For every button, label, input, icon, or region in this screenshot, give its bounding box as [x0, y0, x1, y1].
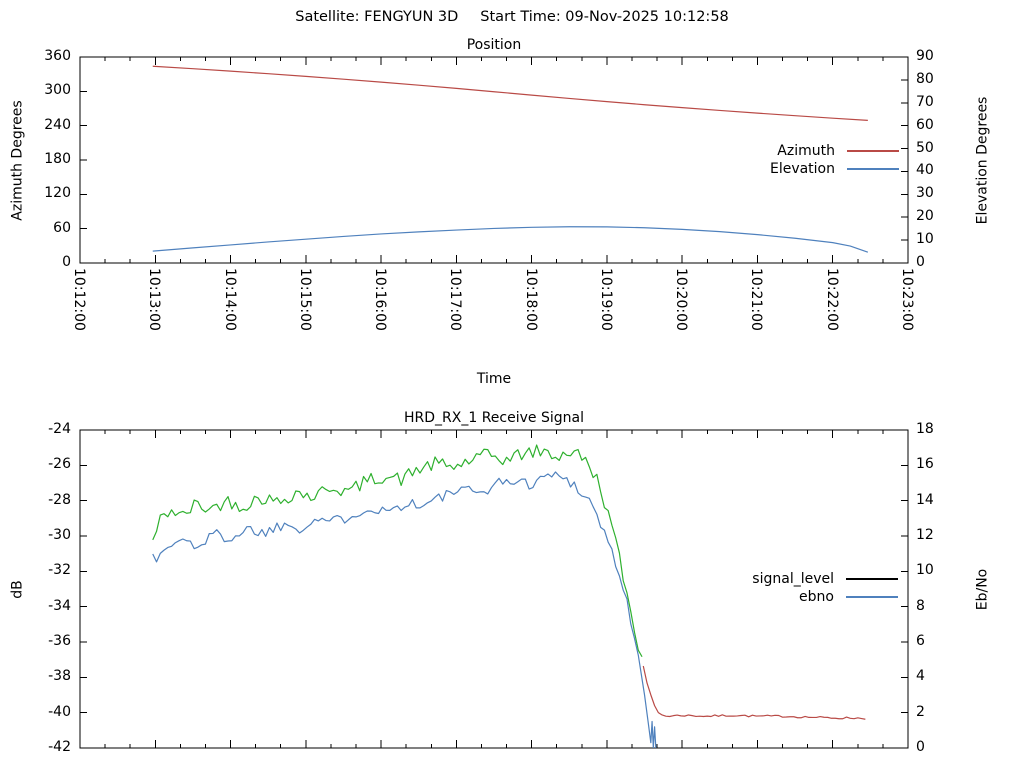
- tick-label: 10:22:00: [823, 268, 840, 331]
- time-axis-label: Time: [476, 371, 512, 387]
- position-legend: Azimuth Elevation: [699, 142, 899, 178]
- tick-label: -36: [48, 633, 71, 649]
- tick-label: 60: [53, 219, 71, 236]
- db-axis-label: dB: [9, 580, 26, 599]
- legend-line-elevation: [847, 168, 899, 170]
- legend-line-ebno: [846, 596, 898, 598]
- tick-label: 50: [916, 139, 934, 156]
- tick-label: 360: [44, 48, 71, 64]
- tick-label: 8: [916, 597, 925, 614]
- legend-label-signal-level: signal_level: [752, 570, 834, 587]
- tick-label: -24: [48, 421, 71, 437]
- legend-line-azimuth: [847, 150, 899, 152]
- legend-label-azimuth: Azimuth: [777, 142, 835, 159]
- satellite-name-label: Satellite: FENGYUN 3D: [295, 9, 459, 25]
- start-time-label: Start Time: 09-Nov-2025 10:12:58: [480, 9, 729, 25]
- tick-label: 0: [916, 254, 925, 270]
- receive-signal-chart-title: HRD_RX_1 Receive Signal: [404, 410, 584, 426]
- tick-label: 20: [916, 208, 934, 225]
- tick-label: -28: [48, 491, 71, 508]
- tick-label: -32: [48, 562, 71, 579]
- tick-label: 70: [916, 93, 934, 110]
- position-chart-title: Position: [466, 37, 522, 53]
- tick-label: 60: [916, 116, 934, 133]
- tick-label: 180: [44, 151, 71, 167]
- tick-label: 0: [62, 254, 71, 270]
- tick-label: 2: [916, 703, 925, 720]
- tick-label: 10:17:00: [447, 268, 464, 331]
- tick-label: 16: [916, 456, 934, 473]
- tick-label: 10: [916, 562, 934, 579]
- tick-label: 10:18:00: [522, 268, 539, 331]
- tick-label: 12: [916, 527, 934, 543]
- tick-label: 10:15:00: [296, 268, 313, 331]
- tick-label: -34: [48, 597, 71, 614]
- tick-label: 10:20:00: [673, 268, 690, 331]
- legend-item-signal-level: signal_level: [698, 570, 898, 588]
- tick-label: 10:16:00: [372, 268, 389, 331]
- tick-label: 90: [916, 48, 934, 64]
- tick-label: 10:14:00: [221, 268, 238, 331]
- tick-label: 80: [916, 70, 934, 87]
- tick-label: -38: [48, 668, 71, 685]
- ebno-axis-label: Eb/No: [974, 568, 991, 611]
- tick-label: 10:23:00: [899, 268, 915, 331]
- legend-item-azimuth: Azimuth: [699, 142, 899, 160]
- elevation-axis-label: Elevation Degrees: [974, 96, 991, 225]
- tick-label: 4: [916, 668, 925, 685]
- tick-label: 40: [916, 162, 934, 179]
- tick-label: 0: [916, 739, 925, 755]
- tick-label: 10:12:00: [71, 268, 87, 331]
- tick-label: 10:13:00: [146, 268, 163, 331]
- tick-label: -42: [48, 739, 71, 755]
- tick-label: 14: [916, 491, 934, 508]
- main-header: Satellite: FENGYUN 3D Start Time: 09-Nov…: [0, 8, 1024, 26]
- tick-label: 30: [916, 185, 934, 202]
- legend-item-ebno: ebno: [698, 588, 898, 606]
- tick-label: 120: [44, 185, 71, 202]
- tick-label: 10:19:00: [597, 268, 614, 331]
- tick-label: 300: [44, 82, 71, 99]
- tick-label: -26: [48, 456, 71, 473]
- legend-label-elevation: Elevation: [769, 160, 835, 177]
- tick-label: 10:21:00: [748, 268, 765, 331]
- tick-label: 10: [916, 231, 934, 248]
- legend-item-elevation: Elevation: [699, 160, 899, 178]
- tick-label: 6: [916, 633, 925, 649]
- tick-label: 18: [916, 421, 934, 437]
- legend-line-signal-level: [846, 578, 898, 580]
- tick-label: -40: [48, 703, 71, 720]
- legend-label-ebno: ebno: [799, 588, 834, 605]
- tick-label: -30: [48, 527, 71, 543]
- receive-signal-legend: signal_level ebno: [698, 570, 898, 606]
- tick-label: 240: [44, 116, 71, 133]
